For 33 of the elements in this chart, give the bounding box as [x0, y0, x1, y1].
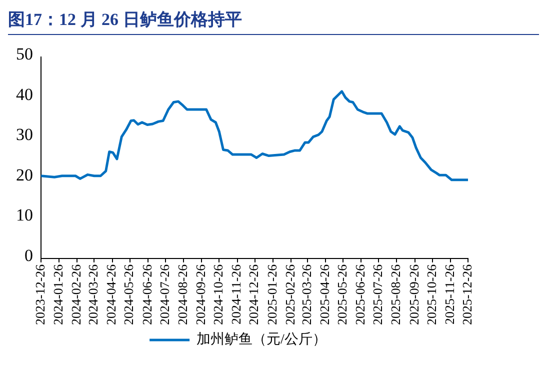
- x-tick-label: 2024-10-26: [210, 264, 226, 326]
- y-tick-label: 30: [16, 125, 33, 144]
- x-tick-label: 2024-12-26: [246, 264, 262, 326]
- x-tick-label: 2025-04-26: [316, 264, 332, 326]
- x-tick-label: 2024-09-26: [193, 264, 208, 326]
- x-tick-label: 2025-01-26: [264, 264, 280, 326]
- y-tick-label: 10: [16, 206, 33, 225]
- y-tick-label: 50: [16, 44, 33, 64]
- x-tick-label: 2025-09-26: [406, 264, 422, 326]
- x-tick-label: 2024-07-26: [156, 264, 172, 326]
- x-tick-label: 2024-01-26: [50, 264, 66, 326]
- x-tick-label: 2025-02-26: [282, 264, 298, 326]
- x-tick-label: 2024-04-26: [104, 264, 119, 326]
- y-tick-label: 20: [16, 165, 33, 184]
- legend-label: 加州鲈鱼（元/公斤）: [196, 332, 326, 348]
- y-tick-label: 0: [24, 246, 33, 265]
- x-tick-label: 2023-12-26: [32, 264, 48, 326]
- x-tick-label: 2024-05-26: [121, 264, 136, 326]
- x-tick-label: 2025-06-26: [352, 264, 368, 326]
- x-tick-label: 2024-11-26: [228, 264, 244, 325]
- x-tick-label: 2024-08-26: [174, 264, 190, 326]
- x-tick-label: 2024-06-26: [139, 264, 154, 326]
- x-tick-label: 2024-03-26: [86, 264, 101, 326]
- x-tick-label: 2025-12-26: [459, 264, 474, 326]
- x-tick-label: 2025-05-26: [334, 264, 350, 326]
- x-tick-label: 2024-02-26: [68, 264, 84, 326]
- x-tick-label: 2025-08-26: [388, 264, 404, 326]
- chart-title: 图17：12 月 26 日鲈鱼价格持平: [8, 8, 539, 35]
- y-tick-label: 40: [16, 84, 33, 104]
- x-tick-label: 2025-11-26: [442, 264, 457, 325]
- x-tick-label: 2025-03-26: [298, 264, 314, 326]
- x-tick-label: 2025-07-26: [370, 264, 386, 326]
- x-tick-label: 2025-10-26: [424, 264, 439, 326]
